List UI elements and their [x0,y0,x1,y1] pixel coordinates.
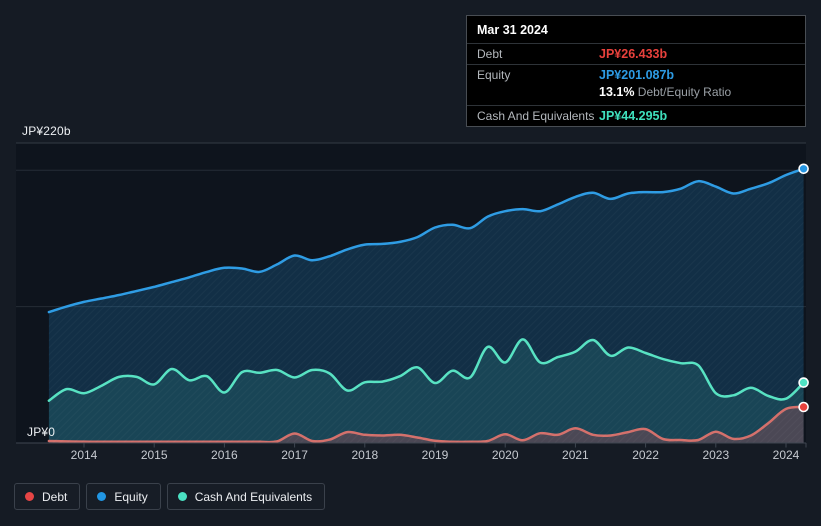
legend-item-label: Cash And Equivalents [194,489,313,504]
legend-item-debt[interactable]: Debt [14,483,81,510]
x-axis-year-label: 2015 [140,448,168,462]
tooltip-row-cash: Cash And Equivalents JP¥44.295b [467,105,805,126]
x-axis-year-label: 2019 [421,448,449,462]
equity-legend-dot-icon [97,492,107,501]
x-axis-year-label: 2024 [772,448,800,462]
y-axis-zero-label: JP¥0 [27,425,56,439]
legend-item-equity[interactable]: Equity [86,483,161,510]
legend-item-cash-and-equivalents[interactable]: Cash And Equivalents [166,483,326,510]
cash-and-equivalents-endpoint-marker [798,377,809,388]
tooltip-row-debt: Debt JP¥26.433b [467,43,805,64]
legend-item-label: Debt [42,489,68,504]
tooltip-cash-value: JP¥44.295b [599,109,668,123]
ratio-value: 13.1% [599,85,635,99]
y-axis-max-label: JP¥220b [22,124,71,138]
chart-legend: Debt Equity Cash And Equivalents [14,483,326,510]
debt-legend-dot-icon [25,492,34,501]
x-axis-year-label: 2018 [351,448,379,462]
ratio-label: Debt/Equity Ratio [634,85,732,99]
tooltip-equity-value: JP¥201.087b [599,68,675,82]
x-axis-year-label: 2016 [211,448,238,462]
x-axis-year-label: 2020 [491,448,519,462]
tooltip-debt-equity-ratio: 13.1% Debt/Equity Ratio [467,85,805,105]
x-axis-year-label: 2023 [702,448,730,462]
debt-endpoint-marker [798,401,809,413]
tooltip-debt-label: Debt [477,47,503,61]
tooltip-cash-label: Cash And Equivalents [477,109,595,123]
tooltip-date: Mar 31 2024 [477,23,548,37]
x-axis-year-label: 2022 [632,448,659,462]
equity-endpoint-marker [798,163,809,175]
tooltip-debt-value: JP¥26.433b [599,47,668,61]
x-axis-year-label: 2017 [281,448,308,462]
cash-and-equivalents-legend-dot-icon [177,492,187,501]
tooltip-equity-label: Equity [477,68,511,82]
legend-item-label: Equity [114,489,148,504]
x-axis-year-label: 2021 [562,448,589,462]
chart-tooltip: Mar 31 2024 Debt JP¥26.433b Equity JP¥20… [466,15,806,127]
tooltip-row-equity: Equity JP¥201.087b [467,64,805,85]
x-axis-year-label: 2014 [70,448,98,462]
